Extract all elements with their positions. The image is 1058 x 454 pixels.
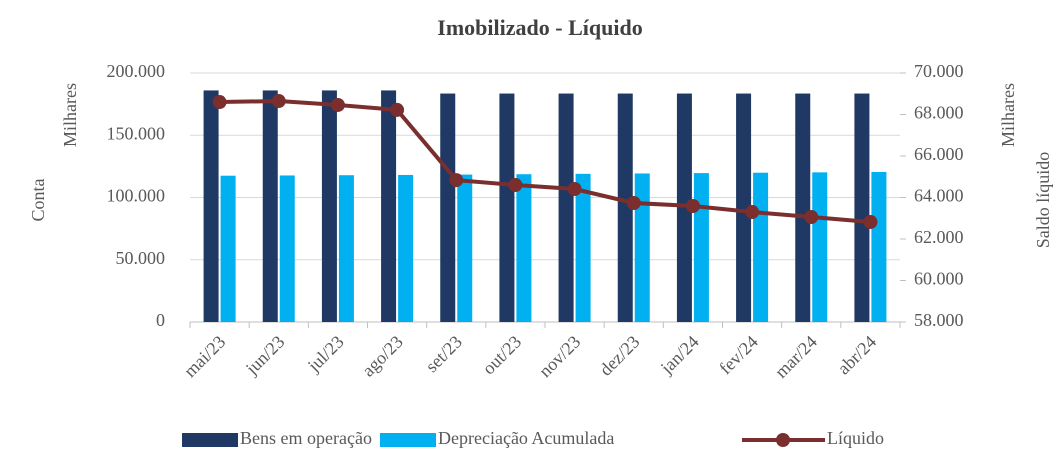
- bar: [795, 93, 811, 322]
- legend-swatch: [380, 433, 436, 447]
- y-unit-label: Milhares: [60, 83, 80, 147]
- x-tick-label: abr/24: [834, 332, 881, 379]
- x-tick-label: mar/24: [771, 332, 821, 382]
- bar: [736, 93, 752, 322]
- y2-axis-label: Saldo líquido: [1033, 152, 1053, 249]
- y-tick-label: 200.000: [107, 61, 166, 81]
- line-marker: [390, 102, 405, 117]
- line-marker: [804, 210, 819, 225]
- bar: [203, 90, 219, 323]
- bar: [321, 90, 337, 323]
- bar: [617, 93, 633, 322]
- chart-title: Imobilizado - Líquido: [437, 15, 642, 40]
- line-marker: [212, 95, 227, 110]
- bar: [381, 90, 397, 323]
- bar: [457, 174, 473, 322]
- x-tick-label: set/23: [421, 332, 466, 377]
- bar: [279, 175, 295, 322]
- x-tick-label: dez/23: [595, 332, 643, 380]
- bar: [871, 171, 887, 322]
- bar: [220, 175, 236, 322]
- x-tick-label: fev/24: [715, 332, 762, 379]
- y2-tick-label: 64.000: [914, 186, 964, 206]
- y-tick-label: 150.000: [107, 123, 166, 143]
- y2-tick-label: 68.000: [914, 103, 964, 123]
- bar: [440, 93, 456, 322]
- legend-swatch: [776, 433, 790, 447]
- line-marker: [330, 97, 345, 112]
- line-marker: [449, 173, 464, 188]
- line-marker: [567, 181, 582, 196]
- y2-tick-label: 60.000: [914, 269, 964, 289]
- line-marker: [626, 195, 641, 210]
- x-tick-label: ago/23: [358, 332, 407, 381]
- line-marker: [271, 94, 286, 109]
- bar: [516, 174, 532, 322]
- legend-swatch: [182, 433, 238, 447]
- x-tick-label: jul/23: [303, 332, 348, 377]
- line: [219, 99, 871, 224]
- bar: [693, 173, 709, 322]
- legend-label: Depreciação Acumulada: [438, 428, 614, 448]
- legend-label: Bens em operação: [240, 428, 372, 448]
- x-tick-label: out/23: [478, 332, 525, 379]
- line-marker: [508, 178, 523, 193]
- line-marker: [863, 214, 878, 229]
- y2-tick-label: 58.000: [914, 310, 964, 330]
- x-tick-label: mai/23: [180, 332, 229, 381]
- y-tick-label: 100.000: [107, 186, 166, 206]
- bar: [854, 93, 870, 322]
- bar: [499, 93, 515, 322]
- y2-tick-label: 70.000: [914, 61, 964, 81]
- bar: [753, 172, 769, 322]
- bar: [575, 173, 591, 322]
- line-marker: [745, 205, 760, 220]
- y-tick-label: 50.000: [116, 248, 166, 268]
- bar: [338, 175, 354, 322]
- x-tick-label: jan/24: [656, 332, 703, 379]
- line-marker: [685, 199, 700, 214]
- y-axis-label: Conta: [28, 178, 48, 221]
- bar: [558, 93, 574, 322]
- bar: [398, 174, 414, 322]
- bar: [262, 90, 278, 323]
- y2-tick-label: 66.000: [914, 144, 964, 164]
- y2-tick-label: 62.000: [914, 227, 964, 247]
- x-tick-label: jun/23: [241, 332, 288, 379]
- y2-unit-label: Milhares: [998, 83, 1018, 147]
- bar: [634, 173, 650, 322]
- bar: [676, 93, 692, 322]
- y-tick-label: 0: [156, 310, 165, 330]
- x-tick-label: nov/23: [535, 332, 585, 382]
- legend-label: Líquido: [827, 428, 884, 448]
- bar: [812, 172, 828, 322]
